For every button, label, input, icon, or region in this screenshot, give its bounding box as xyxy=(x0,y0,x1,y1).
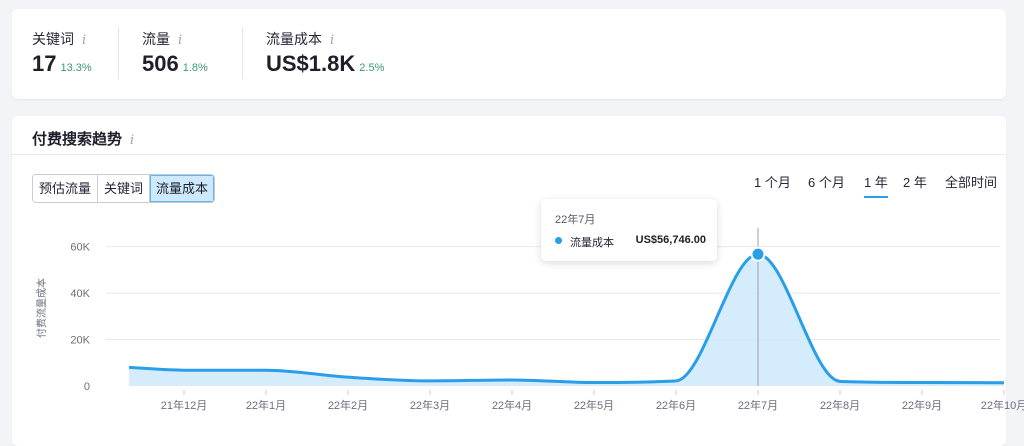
metric-change: 1.8% xyxy=(182,62,208,74)
metric-tabs: 预估流量 关键词 流量成本 xyxy=(32,174,216,203)
tab-estimated-traffic[interactable]: 预估流量 xyxy=(33,175,99,202)
tooltip-series-dot xyxy=(555,237,562,244)
tooltip-series-name: 流量成本 xyxy=(570,237,614,249)
x-tick-label: 22年4月 xyxy=(492,398,532,412)
metric-value: 506 xyxy=(142,51,179,76)
metric-value: 17 xyxy=(32,51,57,76)
series-line xyxy=(128,252,1005,385)
time-range-selector: 1 个月 6 个月 1 年 2 年 全部时间 xyxy=(746,174,1006,200)
y-tick-label: 20K xyxy=(70,335,90,347)
tooltip-date: 22年7月 xyxy=(555,214,596,226)
section-divider xyxy=(12,154,1006,155)
info-icon[interactable]: i xyxy=(130,133,135,148)
traffic-cost-chart: 0 20K 40K 60K 21年12月 22年1月 22年2月 22年3月 22年4月 22年… xyxy=(35,228,1024,412)
info-icon[interactable]: i xyxy=(178,33,183,48)
x-tick-label: 22年8月 xyxy=(820,398,860,412)
x-tick-label: 22年5月 xyxy=(574,398,614,412)
x-tick-label: 22年10月 xyxy=(981,398,1024,412)
metric-change: 13.3% xyxy=(60,62,92,74)
y-axis-label: 付费流量成本 xyxy=(35,278,48,338)
section-title: 付费搜索趋势 xyxy=(32,131,123,148)
metric-label: 流量成本 xyxy=(266,31,322,47)
info-icon[interactable]: i xyxy=(82,33,87,48)
x-tick-label: 22年7月 xyxy=(738,398,778,412)
info-icon[interactable]: i xyxy=(330,33,335,48)
tooltip-value: US$56,746.00 xyxy=(635,234,706,246)
metric-divider xyxy=(118,27,119,79)
x-tick-label: 21年12月 xyxy=(161,398,207,412)
x-tick-label: 22年9月 xyxy=(902,398,942,412)
highlighted-point xyxy=(750,246,766,262)
x-tick-label: 22年1月 xyxy=(246,398,286,412)
tab-traffic-cost[interactable]: 流量成本 xyxy=(150,175,215,202)
x-tick-label: 22年6月 xyxy=(656,398,696,412)
range-6-months[interactable]: 6 个月 xyxy=(808,175,845,190)
metric-divider xyxy=(242,27,243,79)
chart-tooltip: 22年7月 流量成本 US$56,746.00 xyxy=(541,199,717,261)
metric-change: 2.5% xyxy=(359,62,385,74)
y-tick-label: 40K xyxy=(70,288,90,300)
x-tick-label: 22年3月 xyxy=(410,398,450,412)
y-tick-label: 60K xyxy=(70,242,90,254)
range-1-year[interactable]: 1 年 xyxy=(864,174,888,198)
x-tick-label: 22年2月 xyxy=(328,398,368,412)
range-all-time[interactable]: 全部时间 xyxy=(945,175,998,190)
y-tick-label: 0 xyxy=(84,381,90,393)
metrics-card: 关键词 i 17 13.3% 流量 i 506 1.8% 流量成本 i US$1.8K 2.… xyxy=(12,9,1006,99)
metric-label: 流量 xyxy=(142,31,170,47)
tab-keywords[interactable]: 关键词 xyxy=(98,175,151,202)
series-area xyxy=(129,254,1004,386)
metric-value: US$1.8K xyxy=(266,51,356,76)
range-2-years[interactable]: 2 年 xyxy=(903,175,927,190)
metric-label: 关键词 xyxy=(32,31,74,47)
range-1-month[interactable]: 1 个月 xyxy=(754,175,791,190)
